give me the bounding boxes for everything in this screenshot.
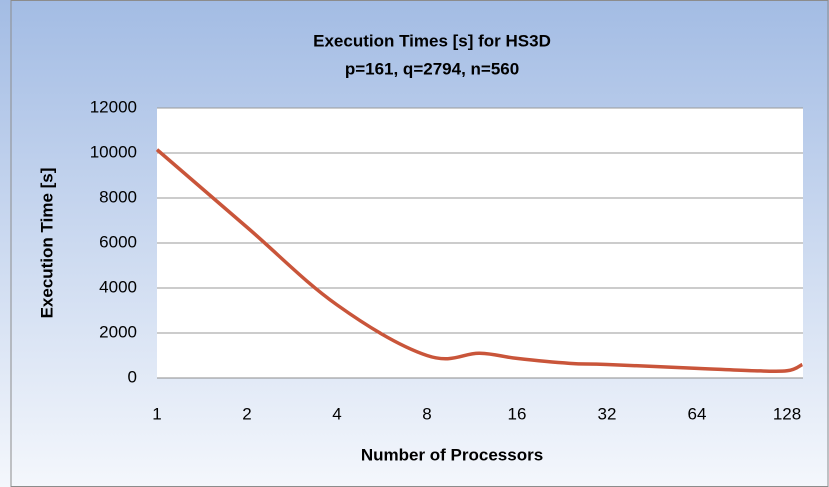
y-tick-label: 6000 (99, 232, 137, 251)
chart-subtitle: p=161, q=2794, n=560 (345, 59, 519, 78)
x-tick-label: 16 (508, 404, 527, 423)
y-tick-label: 4000 (99, 277, 137, 296)
y-tick-label: 12000 (90, 97, 137, 116)
chart-title: Execution Times [s] for HS3D (313, 31, 551, 50)
x-tick-label: 4 (332, 404, 341, 423)
x-tick-label: 32 (598, 404, 617, 423)
x-tick-label: 2 (242, 404, 251, 423)
x-tick-label: 1 (152, 404, 161, 423)
data-line (155, 148, 804, 374)
y-tick-label: 0 (128, 367, 137, 386)
y-tick-label: 10000 (90, 142, 137, 161)
x-axis-label: Number of Processors (361, 445, 543, 464)
x-tick-label: 128 (773, 404, 801, 423)
x-tick-label: 8 (422, 404, 431, 423)
y-tick-label: 2000 (99, 322, 137, 341)
y-axis-label: Execution Time [s] (37, 168, 56, 319)
y-tick-label: 8000 (99, 187, 137, 206)
x-tick-label: 64 (688, 404, 707, 423)
